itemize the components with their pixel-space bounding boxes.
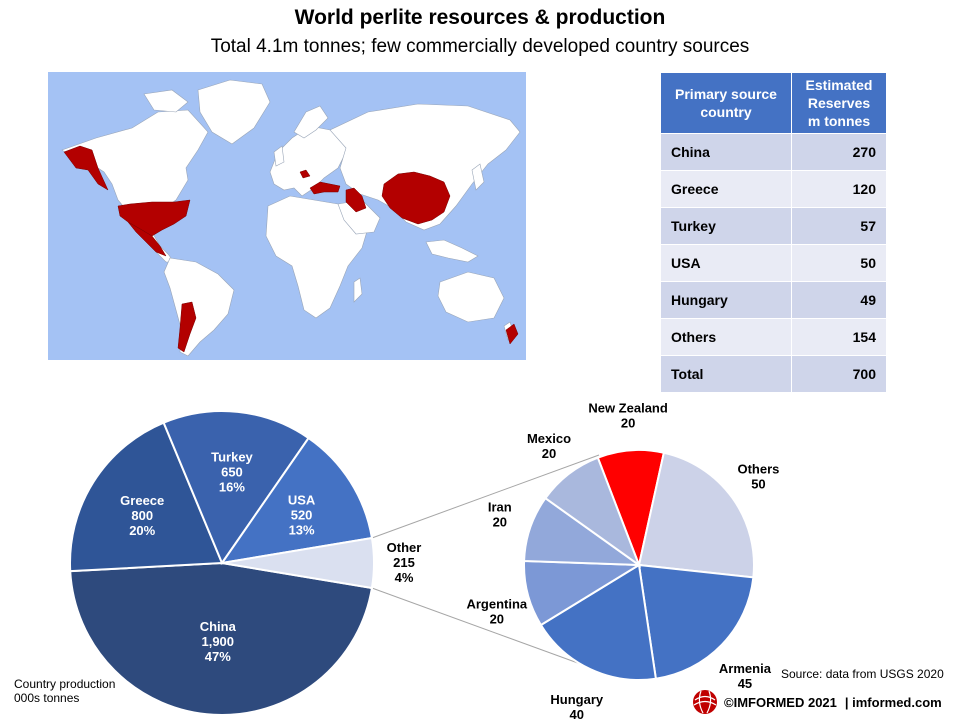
pie-slice-greece — [69, 421, 224, 573]
table-row: USA 50 — [660, 244, 887, 282]
data-label-other: Other 215 4% — [387, 540, 422, 585]
reserves-table: Primary source country Estimated Reserve… — [660, 72, 887, 393]
data-label-mexico: Mexico 20 — [527, 431, 571, 461]
connector-top — [371, 454, 600, 539]
reserves-cell: 700 — [791, 355, 887, 393]
pie-slice-other — [221, 536, 375, 590]
country-cell: China — [660, 133, 792, 171]
production-units-note: Country production 000s tonnes — [14, 677, 116, 705]
highlight-mexico — [127, 221, 167, 257]
header-reserves: Estimated Reserves m tonnes — [791, 72, 887, 134]
highlight-alaska — [63, 145, 109, 191]
pie-slice-turkey — [162, 410, 310, 566]
data-label-others: Others 50 — [737, 461, 779, 491]
world-map — [48, 72, 526, 360]
country-cell: Turkey — [660, 207, 792, 245]
copyright-text: ©IMFORMED 2021 — [724, 694, 837, 710]
country-cell: Others — [660, 318, 792, 356]
source-note: Source: data from USGS 2020 — [781, 667, 944, 681]
scandinavia — [293, 105, 329, 139]
country-cell: Total — [660, 355, 792, 393]
table-row: Greece 120 — [660, 170, 887, 208]
data-label-china: China 1,900 47% — [200, 619, 237, 664]
greenland — [197, 79, 271, 145]
australia — [437, 271, 505, 323]
canada-islands — [143, 89, 189, 113]
data-label-greece: Greece 800 20% — [120, 493, 164, 538]
table-row: Hungary 49 — [660, 281, 887, 319]
reserves-cell: 120 — [791, 170, 887, 208]
reserves-cell: 270 — [791, 133, 887, 171]
data-label-armenia: Armenia 45 — [719, 661, 772, 691]
highlight-argentina — [177, 301, 197, 353]
data-label-new-zealand: New Zealand 20 — [588, 400, 668, 430]
pie-slice-hungary — [539, 563, 658, 681]
pie-labels: China 1,900 47% Greece 800 20% Turkey 650 16% USA… — [120, 400, 779, 720]
reserves-cell: 57 — [791, 207, 887, 245]
pie-slice-china — [69, 561, 374, 716]
pie-slice-armenia — [637, 563, 755, 680]
production-pie — [69, 410, 375, 716]
se-asia-islands — [425, 239, 479, 263]
table-row: China 270 — [660, 133, 887, 171]
highlight-hungary — [299, 169, 311, 179]
header-country: Primary source country — [660, 72, 792, 134]
pie-slice-others — [637, 451, 755, 579]
data-label-iran: Iran 20 — [488, 500, 512, 530]
table-row: Total 700 — [660, 355, 887, 393]
south-america — [163, 257, 235, 357]
asia — [329, 103, 521, 231]
highlight-greece-turkey — [309, 181, 341, 195]
country-cell: USA — [660, 244, 792, 282]
data-label-hungary: Hungary 40 — [550, 692, 604, 720]
website-text: | imformed.com — [844, 694, 942, 710]
japan — [471, 163, 485, 191]
madagascar — [353, 277, 363, 303]
reserves-cell: 49 — [791, 281, 887, 319]
pie-slice-mexico — [543, 456, 642, 568]
uk — [273, 145, 285, 167]
table-row: Turkey 57 — [660, 207, 887, 245]
footer-branding: ©IMFORMED 2021 | imformed.com — [692, 687, 942, 717]
data-label-turkey: Turkey 650 16% — [211, 449, 253, 494]
highlight-new-zealand — [505, 323, 519, 345]
pie-slice-usa — [219, 436, 374, 565]
imformed-logo-icon — [693, 690, 717, 714]
data-label-usa: USA 520 13% — [288, 493, 316, 538]
table-row: Others 154 — [660, 318, 887, 356]
other-breakdown-pie — [523, 449, 755, 681]
country-cell: Hungary — [660, 281, 792, 319]
data-label-argentina: Argentina 20 — [466, 596, 527, 626]
chart-subtitle: Total 4.1m tonnes; few commercially deve… — [210, 36, 750, 57]
africa — [265, 195, 369, 319]
highlight-armenia-iran — [345, 187, 367, 213]
highlight-china — [381, 171, 451, 225]
chart-title: World perlite resources & production — [294, 6, 666, 29]
